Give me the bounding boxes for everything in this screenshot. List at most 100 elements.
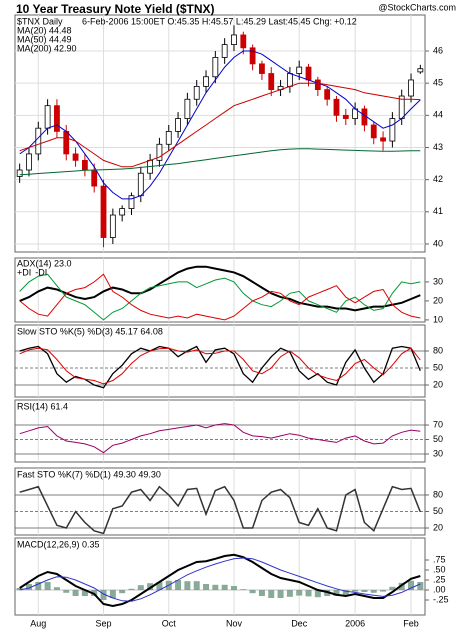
histogram-bar bbox=[156, 582, 163, 590]
y-tick-label: 70 bbox=[433, 419, 443, 429]
y-tick-label: 20 bbox=[433, 379, 443, 389]
candle-body bbox=[380, 137, 386, 142]
panel-title: Fast STO %K(7) %D(1) 49.30 49.30 bbox=[17, 469, 161, 479]
y-tick-label: -.25 bbox=[433, 594, 449, 604]
series-line bbox=[19, 347, 421, 385]
quote-change: +0.12 bbox=[334, 16, 357, 26]
series-line bbox=[19, 557, 421, 602]
series-line bbox=[19, 50, 421, 200]
candle-body bbox=[259, 63, 265, 74]
histogram-bar bbox=[305, 590, 312, 597]
panel-frame bbox=[14, 14, 426, 253]
histogram-bar bbox=[258, 590, 265, 596]
histogram-bar bbox=[417, 582, 424, 590]
candle-body bbox=[100, 185, 107, 238]
candle-body bbox=[268, 73, 275, 91]
histogram-bar bbox=[268, 590, 275, 598]
histogram-bar bbox=[63, 590, 70, 593]
candle-body bbox=[165, 131, 172, 145]
candle-body bbox=[314, 79, 321, 91]
legend-entry: +DI bbox=[17, 267, 31, 277]
x-tick-label: Feb bbox=[403, 618, 419, 628]
histogram-bar bbox=[342, 590, 349, 595]
candle-body bbox=[54, 105, 60, 132]
y-tick-label: 45 bbox=[433, 78, 443, 88]
candle-body bbox=[128, 195, 135, 209]
x-tick-label: Oct bbox=[162, 618, 177, 628]
histogram-bar bbox=[333, 590, 340, 596]
y-tick-label: 50 bbox=[433, 434, 443, 444]
histogram-bar bbox=[25, 584, 32, 590]
y-tick-label: 42 bbox=[433, 174, 443, 184]
candle-body bbox=[63, 131, 70, 155]
histogram-bar bbox=[221, 584, 228, 590]
histogram-bar bbox=[389, 586, 396, 590]
candle-body bbox=[119, 208, 126, 216]
candle-body bbox=[203, 76, 209, 87]
histogram-bar bbox=[184, 581, 191, 590]
candle-body bbox=[72, 153, 79, 161]
candle-body bbox=[408, 79, 414, 97]
panel-title: Slow STO %K(5) %D(3) 45.17 64.08 bbox=[17, 326, 163, 336]
series-line bbox=[19, 148, 421, 176]
y-tick-label: 80 bbox=[433, 489, 443, 499]
series-line bbox=[19, 345, 421, 389]
panel-frame bbox=[14, 257, 426, 323]
x-tick-label: Nov bbox=[226, 618, 243, 628]
histogram-bar bbox=[53, 587, 60, 590]
candle-body bbox=[35, 127, 42, 155]
histogram-bar bbox=[408, 580, 415, 590]
x-tick-label: Dec bbox=[291, 618, 308, 628]
histogram-bar bbox=[81, 590, 88, 596]
series-line bbox=[19, 553, 421, 608]
y-tick-label: 43 bbox=[433, 142, 443, 152]
candle-body bbox=[296, 66, 303, 74]
histogram-bar bbox=[16, 588, 23, 590]
y-tick-label: 30 bbox=[433, 448, 443, 458]
candle-body bbox=[16, 169, 23, 177]
x-tick-label: Sep bbox=[96, 618, 112, 628]
y-tick-label: .50 bbox=[433, 564, 446, 574]
panel-title: RSI(14) 61.4 bbox=[17, 401, 68, 411]
candle-body bbox=[137, 172, 144, 197]
histogram-bar bbox=[119, 590, 126, 594]
legend-entry: MA(200) 42.90 bbox=[17, 43, 77, 53]
watermark: @StockCharts.com bbox=[378, 2, 456, 12]
quote-info: 6-Feb-2006 15:00ET O:45.35 H:45.57 L:45.… bbox=[82, 16, 332, 26]
candle-body bbox=[156, 143, 163, 161]
panel-title: MACD(12,26,9) 0.35 bbox=[17, 539, 100, 549]
histogram-bar bbox=[277, 590, 284, 598]
candle-body bbox=[26, 153, 32, 171]
y-tick-label: 44 bbox=[433, 110, 443, 120]
candle-body bbox=[109, 214, 116, 238]
candle-body bbox=[240, 34, 247, 49]
legend-entry: MA(50) 44.49 bbox=[17, 34, 72, 44]
legend-entry: ADX(14) 23.0 bbox=[17, 258, 72, 268]
candle-body bbox=[184, 98, 191, 119]
y-tick-label: .25 bbox=[433, 574, 446, 584]
y-tick-label: 30 bbox=[433, 276, 443, 286]
candle-body bbox=[333, 98, 340, 116]
panel-frame bbox=[14, 399, 426, 463]
candle-body bbox=[44, 105, 51, 129]
series-line bbox=[19, 82, 421, 168]
histogram-bar bbox=[212, 584, 219, 590]
histogram-bar bbox=[109, 590, 116, 598]
histogram-bar bbox=[128, 588, 135, 590]
candle-body bbox=[249, 47, 256, 65]
candle-body bbox=[417, 68, 424, 73]
y-tick-label: 80 bbox=[433, 345, 443, 355]
x-tick-label: 2006 bbox=[345, 618, 365, 628]
candle-body bbox=[305, 66, 312, 81]
y-tick-label: 40 bbox=[433, 238, 443, 248]
histogram-bar bbox=[147, 583, 154, 590]
histogram-bar bbox=[296, 590, 303, 596]
panel-frame bbox=[14, 537, 426, 616]
chart-title: 10 Year Treasury Note Yield ($TNX) bbox=[16, 2, 215, 16]
candle-body bbox=[193, 85, 200, 100]
histogram-bar bbox=[286, 590, 293, 597]
legend-entry: -DI bbox=[35, 267, 47, 277]
y-tick-label: 46 bbox=[433, 45, 443, 55]
histogram-bar bbox=[361, 590, 368, 592]
